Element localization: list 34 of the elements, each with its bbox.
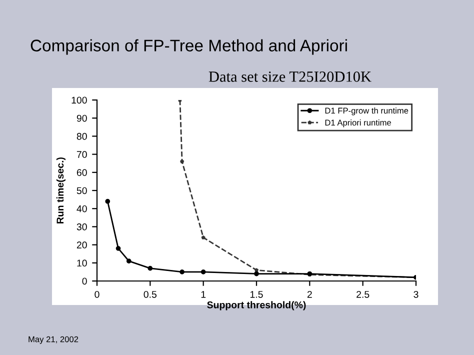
legend-label: D1 FP-grow th runtime	[325, 108, 408, 116]
x-tick-label: 2.5	[356, 290, 370, 298]
y-tick-label: 90	[76, 114, 87, 122]
y-tick-label: 30	[76, 223, 87, 230]
y-tick-label: 100	[72, 96, 87, 104]
point	[126, 258, 132, 264]
x-axis-title: Support threshold(%)	[207, 301, 306, 310]
legend-label: D1 Apriori runtime	[325, 119, 392, 128]
y-tick-label: 50	[76, 187, 87, 194]
point	[116, 246, 121, 251]
x-tick-label: 2	[307, 290, 312, 298]
chart-title: Comparison of FP-Tree Method and Apriori	[30, 39, 347, 55]
point	[180, 159, 184, 164]
x-tick-label: 0.5	[144, 290, 157, 298]
point	[200, 235, 206, 240]
text: May 21, 2002	[28, 336, 78, 344]
y-tick-label: 20	[76, 242, 87, 248]
x-tick-label: 0	[94, 290, 100, 298]
x-tick-label: 1.5	[250, 291, 263, 298]
y-tick-label: 70	[76, 151, 87, 158]
chart-subtitle: Data set size T25I20D10K	[208, 72, 372, 82]
y-tick-label: 10	[77, 260, 87, 267]
point	[254, 271, 259, 276]
y-axis-title: Run time(sec.)	[56, 157, 66, 224]
point	[180, 270, 184, 274]
y-tick-label: 40	[76, 205, 87, 212]
y-tick-label: 60	[76, 169, 87, 176]
y-tick-label: 80	[76, 132, 87, 140]
y-tick-label: 0	[82, 278, 87, 285]
point	[148, 266, 153, 271]
point	[105, 198, 110, 204]
point	[200, 270, 206, 274]
x-tick-label: 1	[201, 291, 206, 298]
x-tick-label: 3	[414, 290, 418, 298]
